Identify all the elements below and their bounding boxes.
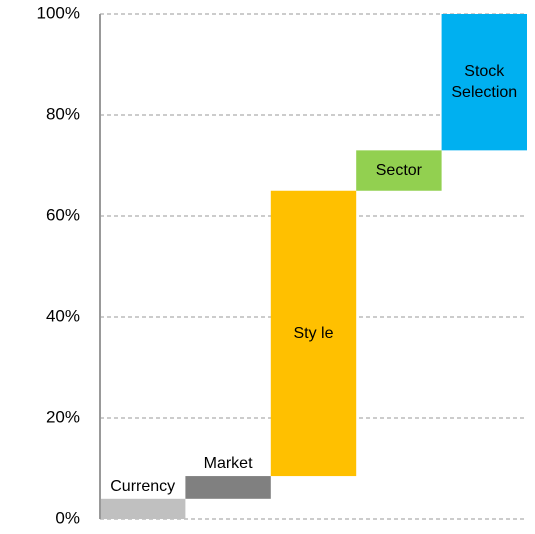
bar-label: Sty le: [293, 324, 334, 342]
bar: [100, 498, 186, 519]
bar: [270, 190, 357, 477]
y-tick-label: 0%: [55, 508, 80, 527]
bar: [441, 14, 527, 151]
y-tick-label: 80%: [46, 104, 80, 123]
bar-label: Stock Selection: [451, 63, 518, 102]
bar-label: Sector: [375, 162, 422, 180]
y-tick-label: 20%: [46, 407, 80, 426]
bar-label: Currency: [110, 477, 176, 495]
bar: [185, 476, 271, 499]
y-tick-label: 60%: [46, 205, 80, 224]
y-tick-label: 40%: [46, 306, 80, 325]
y-tick-label: 100%: [37, 3, 80, 22]
bar: [356, 150, 442, 191]
bar-label: Market: [203, 455, 253, 473]
